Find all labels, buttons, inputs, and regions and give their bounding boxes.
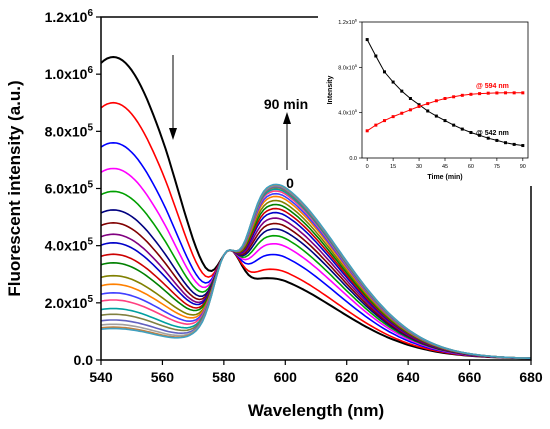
y-tick-label: 1.0x106	[45, 65, 94, 82]
inset-x-tick-label: 15	[390, 164, 396, 170]
inset-x-tick-label: 30	[416, 164, 422, 170]
main-spectrum-chart: 540 560 580 600 620 640 660 6800.02.0x1054.0x10…	[5, 8, 543, 420]
inset-data-point	[478, 133, 482, 137]
x-tick-label: 640	[396, 369, 420, 385]
inset-x-axis-title: Time (min)	[427, 174, 462, 181]
inset-data-point	[426, 109, 430, 113]
inset-y-tick-label: 8.0x105	[338, 63, 358, 72]
inset-data-point	[408, 108, 412, 112]
inset-data-point	[504, 91, 508, 95]
annotation-90-min: 90 min	[264, 96, 308, 112]
inset-y-axis-title: Intensity	[327, 76, 334, 105]
inset-data-point	[374, 123, 378, 127]
inset-data-point	[495, 91, 499, 95]
inset-data-point	[521, 91, 525, 95]
up-arrow-head	[283, 112, 291, 124]
inset-data-point	[382, 119, 386, 123]
inset-data-point	[521, 144, 525, 148]
inset-series-label-594: @ 594 nm	[476, 83, 509, 90]
y-tick-label: 4.0x105	[45, 237, 94, 254]
inset-data-point	[417, 104, 421, 108]
y-tick-label: 2.0x105	[45, 294, 94, 311]
inset-data-point	[452, 123, 456, 127]
inset-data-point	[434, 114, 438, 118]
y-tick-label: 0.0	[74, 352, 94, 368]
x-tick-label: 660	[458, 369, 482, 385]
inset-y-tick-label: 1.2x106	[338, 18, 358, 27]
annotation-0: 0	[286, 175, 294, 191]
inset-data-point	[408, 97, 412, 100]
spectrum-line	[100, 183, 532, 360]
inset-axis-ticks: 0 15 30 45 60 75 90 0.0 4.0x105 8.0x105 1.2x106	[338, 18, 526, 171]
inset-data-point	[426, 102, 430, 106]
inset-x-tick-label: 45	[442, 164, 448, 170]
inset-data-point	[374, 54, 378, 58]
inset-data-point	[504, 141, 508, 145]
inset-data-point	[382, 70, 386, 74]
inset-data-point	[460, 93, 464, 97]
y-axis-title: Fluorescent intensity (a.u.)	[5, 80, 24, 296]
inset-series-group: @ 594 nm @ 542 nm	[365, 38, 525, 148]
inset-data-point	[391, 80, 395, 84]
inset-data-point	[469, 92, 473, 96]
x-tick-label: 680	[519, 369, 543, 385]
inset-kinetics-chart: @ 594 nm @ 542 nm 0 15 30 45 60 75 90 0.0 4.0x105…	[318, 14, 532, 186]
inset-y-tick-label: 4.0x105	[338, 108, 358, 117]
x-tick-label: 540	[89, 369, 113, 385]
x-tick-label: 560	[151, 369, 175, 385]
inset-background	[318, 14, 532, 186]
inset-data-point	[478, 92, 482, 96]
inset-data-point	[443, 119, 447, 123]
inset-data-point	[486, 91, 490, 95]
x-tick-label: 600	[274, 369, 298, 385]
x-tick-label: 620	[335, 369, 359, 385]
down-arrow-head	[169, 128, 177, 140]
inset-data-point	[486, 136, 490, 140]
inset-data-point	[512, 91, 516, 95]
inset-x-tick-label: 90	[520, 164, 526, 170]
inset-x-tick-label: 75	[494, 164, 500, 170]
trend-arrows	[169, 55, 291, 170]
inset-data-point	[512, 142, 516, 146]
spectrum-series-group	[100, 56, 532, 360]
inset-data-point	[443, 97, 447, 100]
inset-data-point	[391, 115, 395, 119]
inset-data-point	[417, 103, 421, 107]
inset-data-point	[452, 95, 456, 99]
x-axis-title: Wavelength (nm)	[248, 401, 384, 420]
inset-data-point	[400, 89, 404, 93]
x-tick-label: 580	[212, 369, 236, 385]
inset-y-tick-label: 0.0	[349, 156, 357, 162]
y-tick-label: 1.2x106	[45, 8, 94, 25]
inset-data-point	[469, 131, 473, 134]
inset-x-tick-label: 60	[468, 164, 474, 170]
axis-ticks: 540 560 580 600 620 640 660 6800.02.0x1054.0x10…	[45, 8, 543, 385]
inset-data-point	[365, 38, 369, 42]
spectrum-line	[100, 186, 532, 360]
inset-data-point	[400, 111, 404, 115]
inset-data-point	[434, 99, 438, 103]
inset-x-tick-label: 0	[366, 164, 369, 170]
spectrum-line	[100, 188, 532, 360]
inset-data-point	[460, 127, 464, 131]
inset-data-point	[495, 138, 499, 142]
y-tick-label: 6.0x105	[45, 180, 94, 197]
inset-data-point	[365, 129, 369, 133]
y-tick-label: 8.0x105	[45, 122, 94, 139]
inset-series-label-542: @ 542 nm	[476, 130, 509, 137]
